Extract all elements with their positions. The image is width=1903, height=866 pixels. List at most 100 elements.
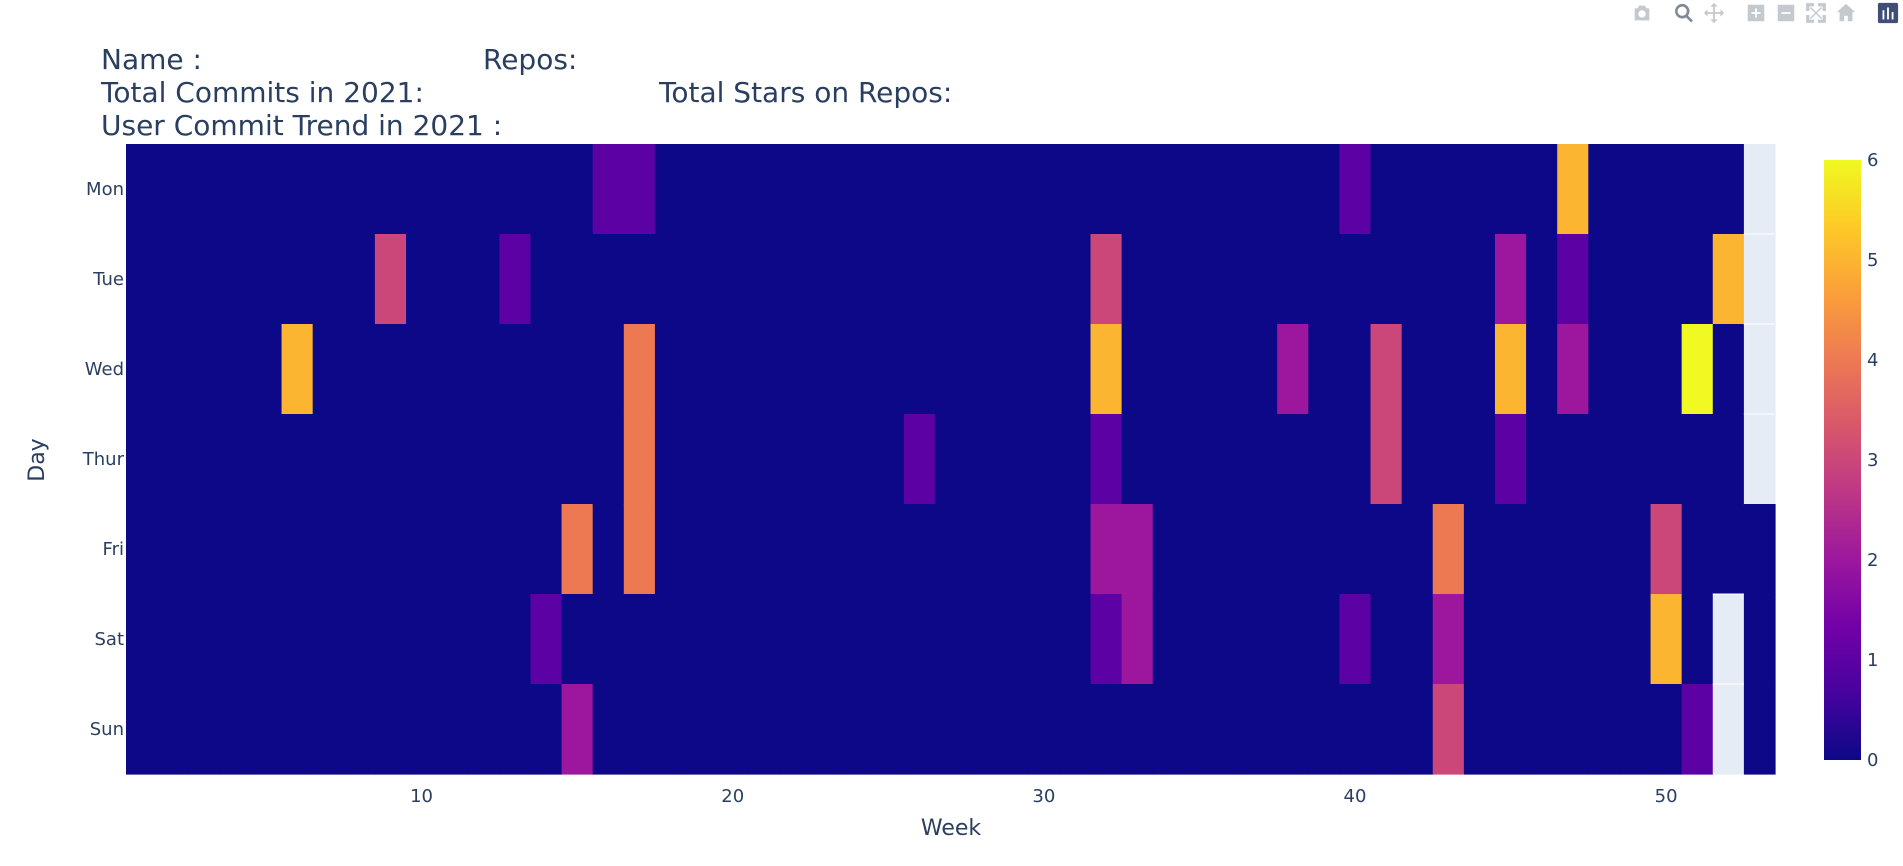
heatmap-cell[interactable] bbox=[1681, 684, 1714, 775]
heatmap-cell[interactable] bbox=[499, 324, 532, 415]
heatmap-cell[interactable] bbox=[1712, 504, 1745, 595]
heatmap-cell[interactable] bbox=[1494, 234, 1527, 325]
heatmap-cell[interactable] bbox=[654, 414, 687, 505]
heatmap-cell[interactable] bbox=[406, 234, 438, 325]
heatmap-cell[interactable] bbox=[1121, 144, 1154, 235]
heatmap-cell[interactable] bbox=[561, 324, 594, 415]
heatmap-cell[interactable] bbox=[1557, 594, 1589, 685]
heatmap-cell[interactable] bbox=[281, 504, 314, 595]
heatmap-cell[interactable] bbox=[343, 684, 376, 775]
heatmap-cell[interactable] bbox=[841, 234, 874, 325]
heatmap-cell[interactable] bbox=[1246, 234, 1278, 325]
heatmap-cell[interactable] bbox=[1681, 144, 1714, 235]
heatmap-cell[interactable] bbox=[1152, 414, 1185, 505]
heatmap-cell[interactable] bbox=[281, 144, 314, 235]
heatmap-cell[interactable] bbox=[1650, 144, 1683, 235]
heatmap-cell[interactable] bbox=[1370, 684, 1403, 775]
heatmap-cell[interactable] bbox=[1121, 684, 1154, 775]
heatmap-cell[interactable] bbox=[592, 594, 625, 685]
heatmap-cell[interactable] bbox=[1183, 504, 1216, 595]
heatmap-cell[interactable] bbox=[1494, 144, 1527, 235]
heatmap-cell[interactable] bbox=[219, 324, 252, 415]
heatmap-cell[interactable] bbox=[1650, 414, 1683, 505]
heatmap-cell[interactable] bbox=[343, 324, 376, 415]
heatmap-cell[interactable] bbox=[343, 594, 376, 685]
heatmap-cell[interactable] bbox=[1619, 594, 1652, 685]
heatmap-cell[interactable] bbox=[219, 594, 252, 685]
heatmap-cell[interactable] bbox=[810, 594, 843, 685]
heatmap-cell[interactable] bbox=[1712, 144, 1745, 235]
heatmap-cell[interactable] bbox=[1370, 414, 1403, 505]
heatmap-cell[interactable] bbox=[841, 414, 874, 505]
heatmap-cell[interactable] bbox=[1463, 594, 1496, 685]
heatmap-cell[interactable] bbox=[126, 324, 158, 415]
heatmap-cell[interactable] bbox=[1183, 594, 1216, 685]
heatmap-cell[interactable] bbox=[1432, 324, 1465, 415]
heatmap-cell[interactable] bbox=[1526, 144, 1558, 235]
heatmap-cell[interactable] bbox=[281, 684, 314, 775]
heatmap-cell[interactable] bbox=[1494, 684, 1527, 775]
heatmap-cell[interactable] bbox=[1339, 324, 1372, 415]
heatmap-cell[interactable] bbox=[281, 414, 314, 505]
heatmap-cell[interactable] bbox=[1059, 324, 1092, 415]
heatmap-cell[interactable] bbox=[468, 504, 500, 595]
heatmap-cell[interactable] bbox=[312, 144, 345, 235]
heatmap-cell[interactable] bbox=[1743, 684, 1776, 775]
heatmap-cell[interactable] bbox=[1619, 414, 1652, 505]
heatmap-cell[interactable] bbox=[1028, 684, 1060, 775]
heatmap-cell[interactable] bbox=[779, 324, 812, 415]
heatmap-cell[interactable] bbox=[810, 504, 843, 595]
heatmap-cell[interactable] bbox=[1494, 414, 1527, 505]
heatmap-cell[interactable] bbox=[1370, 144, 1403, 235]
heatmap-cell[interactable] bbox=[1557, 324, 1589, 415]
heatmap-cell[interactable] bbox=[1214, 414, 1247, 505]
heatmap-cell[interactable] bbox=[1712, 234, 1745, 325]
heatmap-cell[interactable] bbox=[934, 594, 967, 685]
heatmap-cell[interactable] bbox=[406, 504, 438, 595]
heatmap-cell[interactable] bbox=[250, 504, 283, 595]
heatmap-cell[interactable] bbox=[530, 414, 563, 505]
heatmap-cell[interactable] bbox=[312, 594, 345, 685]
heatmap-cell[interactable] bbox=[374, 504, 407, 595]
heatmap-cell[interactable] bbox=[374, 144, 407, 235]
heatmap-cell[interactable] bbox=[934, 414, 967, 505]
heatmap-cell[interactable] bbox=[623, 504, 656, 595]
heatmap-cell[interactable] bbox=[1028, 594, 1060, 685]
heatmap-cell[interactable] bbox=[966, 324, 998, 415]
heatmap-cell[interactable] bbox=[281, 234, 314, 325]
plotly-logo-icon[interactable] bbox=[1873, 0, 1903, 26]
heatmap-cell[interactable] bbox=[468, 234, 500, 325]
heatmap-cell[interactable] bbox=[499, 684, 532, 775]
heatmap-cell[interactable] bbox=[1339, 144, 1372, 235]
heatmap-cell[interactable] bbox=[1308, 504, 1341, 595]
heatmap-cell[interactable] bbox=[530, 504, 563, 595]
heatmap-cell[interactable] bbox=[1588, 144, 1621, 235]
heatmap-cell[interactable] bbox=[1090, 504, 1123, 595]
reset-axes-icon[interactable] bbox=[1831, 0, 1861, 26]
heatmap-cell-empty[interactable] bbox=[1743, 234, 1776, 325]
heatmap-cell[interactable] bbox=[903, 324, 936, 415]
heatmap-cell[interactable] bbox=[1214, 594, 1247, 685]
heatmap-cell[interactable] bbox=[841, 684, 874, 775]
heatmap-cell[interactable] bbox=[997, 414, 1029, 505]
heatmap-cell[interactable] bbox=[654, 504, 687, 595]
heatmap-cell[interactable] bbox=[872, 594, 905, 685]
heatmap-cell[interactable] bbox=[966, 414, 998, 505]
heatmap-cell-empty[interactable] bbox=[1743, 414, 1776, 505]
heatmap-cell[interactable] bbox=[779, 414, 812, 505]
heatmap-cell[interactable] bbox=[1681, 324, 1714, 415]
heatmap-cell[interactable] bbox=[1526, 414, 1558, 505]
heatmap-cell[interactable] bbox=[561, 684, 594, 775]
autoscale-icon[interactable] bbox=[1801, 0, 1831, 26]
heatmap-cell[interactable] bbox=[468, 324, 500, 415]
heatmap-cell[interactable] bbox=[623, 684, 656, 775]
heatmap-cell[interactable] bbox=[1246, 594, 1278, 685]
heatmap-cell[interactable] bbox=[966, 684, 998, 775]
heatmap-cell[interactable] bbox=[126, 234, 158, 325]
heatmap-cell[interactable] bbox=[1308, 414, 1341, 505]
heatmap-cell[interactable] bbox=[250, 234, 283, 325]
heatmap-cell[interactable] bbox=[1277, 234, 1309, 325]
heatmap-cell[interactable] bbox=[1214, 234, 1247, 325]
heatmap-cell[interactable] bbox=[841, 324, 874, 415]
heatmap-cell[interactable] bbox=[1059, 414, 1092, 505]
